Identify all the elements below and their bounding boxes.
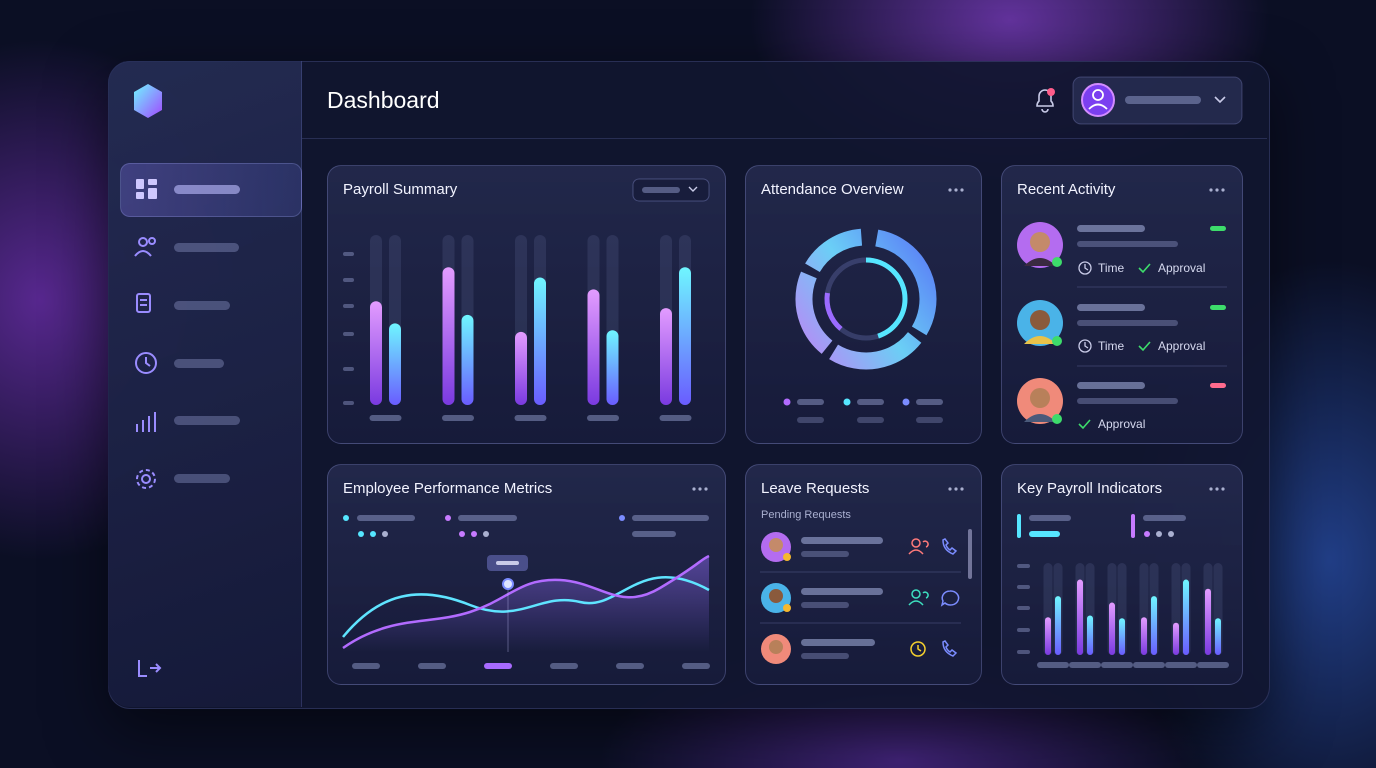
kpi-card [1001,464,1243,685]
sidebar [108,61,302,707]
activity-status: Approval [1158,261,1206,275]
payroll-summary-card [327,165,726,444]
page-title: Dashboard [327,87,440,113]
nav-active[interactable] [120,163,302,217]
header-divider [302,138,1267,139]
card-title: Recent Activity [1017,181,1116,198]
card-title: Employee Performance Metrics [343,480,553,497]
activity-status: Approval [1098,417,1146,431]
activity-status: Approval [1158,339,1206,353]
recent-activity-card [1001,165,1243,444]
performance-card [327,464,726,685]
card-title: Key Payroll Indicators [1017,480,1163,497]
card-title: Leave Requests [761,480,870,497]
activity-time: Time [1098,339,1125,353]
card-title: Payroll Summary [343,181,458,198]
activity-time: Time [1098,261,1125,275]
leave-requests-card [745,464,982,685]
card-subtitle: Pending Requests [761,509,851,521]
card-title: Attendance Overview [761,181,904,198]
attendance-card [745,165,982,444]
